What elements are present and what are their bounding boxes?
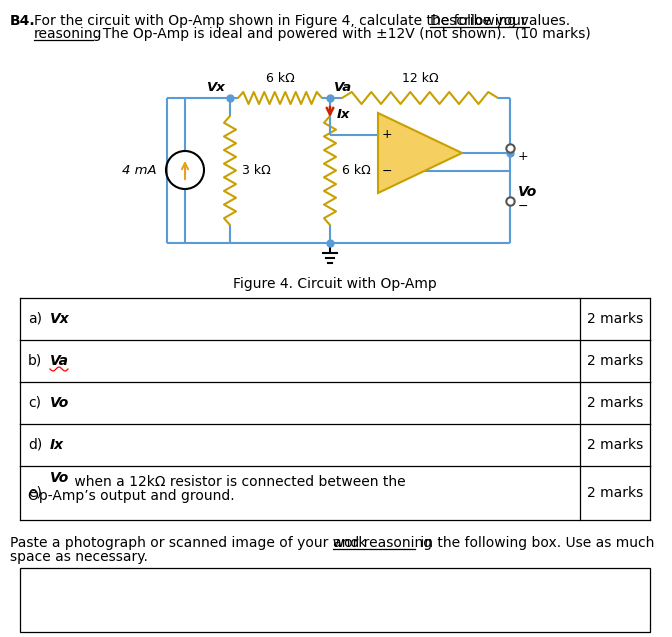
Text: and reasoning: and reasoning [333,536,432,550]
Text: Ix: Ix [337,108,350,120]
Text: −: − [518,199,528,213]
Text: when a 12kΩ resistor is connected between the: when a 12kΩ resistor is connected betwee… [70,475,406,489]
Text: Vo: Vo [518,185,537,199]
Text: 2 marks: 2 marks [587,396,643,410]
Bar [20,568,650,632]
Text: a): a) [28,312,42,326]
Text: d): d) [28,438,42,452]
Text: Paste a photograph or scanned image of your work: Paste a photograph or scanned image of y… [10,536,371,550]
Text: Vx: Vx [50,312,70,326]
Text: Op-Amp’s output and ground.: Op-Amp’s output and ground. [28,489,235,503]
Text: 3 kΩ: 3 kΩ [242,164,271,176]
Text: −: − [382,164,392,178]
Text: c): c) [28,396,41,410]
Text: Figure 4. Circuit with Op-Amp: Figure 4. Circuit with Op-Amp [233,277,437,291]
Text: Ix: Ix [50,438,64,452]
Text: Vo: Vo [50,396,69,410]
Text: Vx: Vx [207,81,226,94]
Text: b): b) [28,354,42,368]
Text: 6 kΩ: 6 kΩ [342,164,371,176]
Text: . The Op-Amp is ideal and powered with ±12V (not shown).  (10 marks): . The Op-Amp is ideal and powered with ±… [94,27,591,41]
Text: Describe your: Describe your [430,14,527,28]
Text: +: + [518,150,529,162]
Text: +: + [382,129,392,141]
Text: 12 kΩ: 12 kΩ [402,72,438,85]
Text: For the circuit with Op-Amp shown in Figure 4, calculate the following values.: For the circuit with Op-Amp shown in Fig… [34,14,575,28]
Polygon shape [378,113,462,193]
Text: 2 marks: 2 marks [587,438,643,452]
Text: 2 marks: 2 marks [587,354,643,368]
Text: Va: Va [334,81,352,94]
Text: 2 marks: 2 marks [587,312,643,326]
Text: in the following box. Use as much: in the following box. Use as much [416,536,655,550]
Text: Va: Va [50,354,69,368]
Text: e): e) [28,486,42,500]
Text: B4.: B4. [10,14,36,28]
Text: space as necessary.: space as necessary. [10,550,148,564]
Text: Vo: Vo [50,471,69,485]
Text: 6 kΩ: 6 kΩ [265,72,294,85]
Text: reasoning: reasoning [34,27,103,41]
Text: 2 marks: 2 marks [587,486,643,500]
Text: 4 mA: 4 mA [122,164,157,176]
